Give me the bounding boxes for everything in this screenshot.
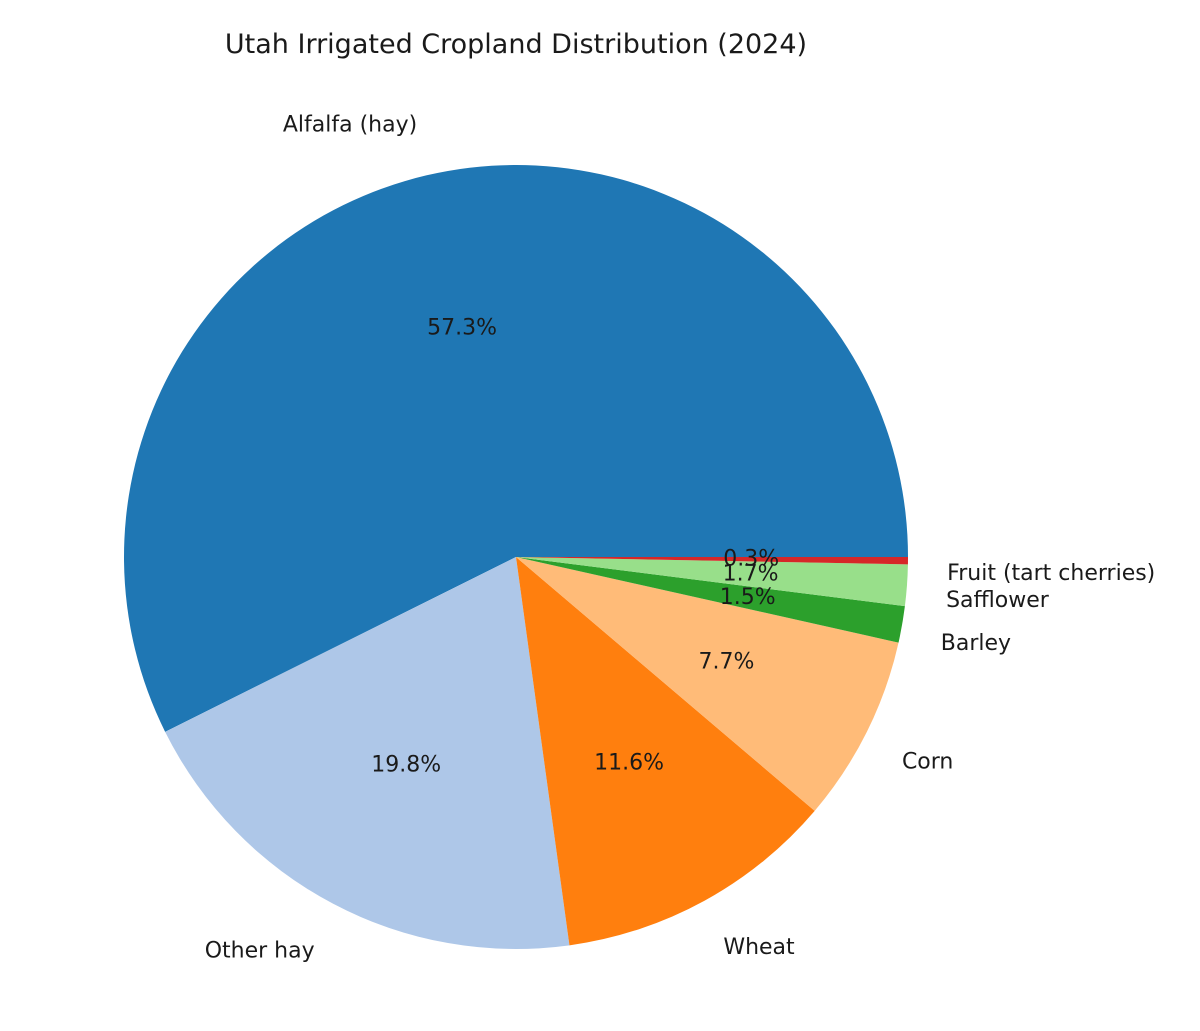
label-safflower: Safflower (946, 588, 1050, 613)
pct-corn: 7.7% (699, 649, 755, 674)
category-labels: Alfalfa (hay) Other hay Wheat Corn Barley Saf… (205, 112, 1156, 963)
label-corn: Corn (902, 749, 953, 774)
label-fruit-tart-cherries: Fruit (tart cherries) (947, 561, 1155, 586)
label-other-hay: Other hay (205, 938, 315, 963)
slice-other-hay (165, 557, 570, 950)
label-wheat: Wheat (723, 935, 795, 960)
label-barley: Barley (941, 631, 1011, 656)
slice-corn (516, 557, 899, 811)
slice-barley (516, 557, 905, 643)
pct-fruit-tart-cherries: 0.3% (723, 547, 779, 572)
slice-alfalfa-hay (123, 165, 909, 732)
pie-slices (123, 165, 909, 950)
pct-other-hay: 19.8% (371, 752, 441, 777)
percentage-labels: 57.3% 19.8% 11.6% 7.7% 1.5%1.7%0.3% (371, 316, 779, 778)
pct-barley: 1.5% (720, 585, 776, 610)
slice-fruit-tart-cherries (516, 557, 908, 565)
pct-alfalfa-hay: 57.3% (427, 316, 497, 341)
chart-title: Utah Irrigated Cropland Distribution (20… (225, 29, 807, 60)
slice-wheat (516, 557, 815, 946)
pct-safflower: 1.7% (723, 562, 779, 587)
label-alfalfa-hay: Alfalfa (hay) (283, 112, 417, 137)
slice-safflower (516, 557, 908, 607)
pct-wheat: 11.6% (594, 751, 664, 776)
